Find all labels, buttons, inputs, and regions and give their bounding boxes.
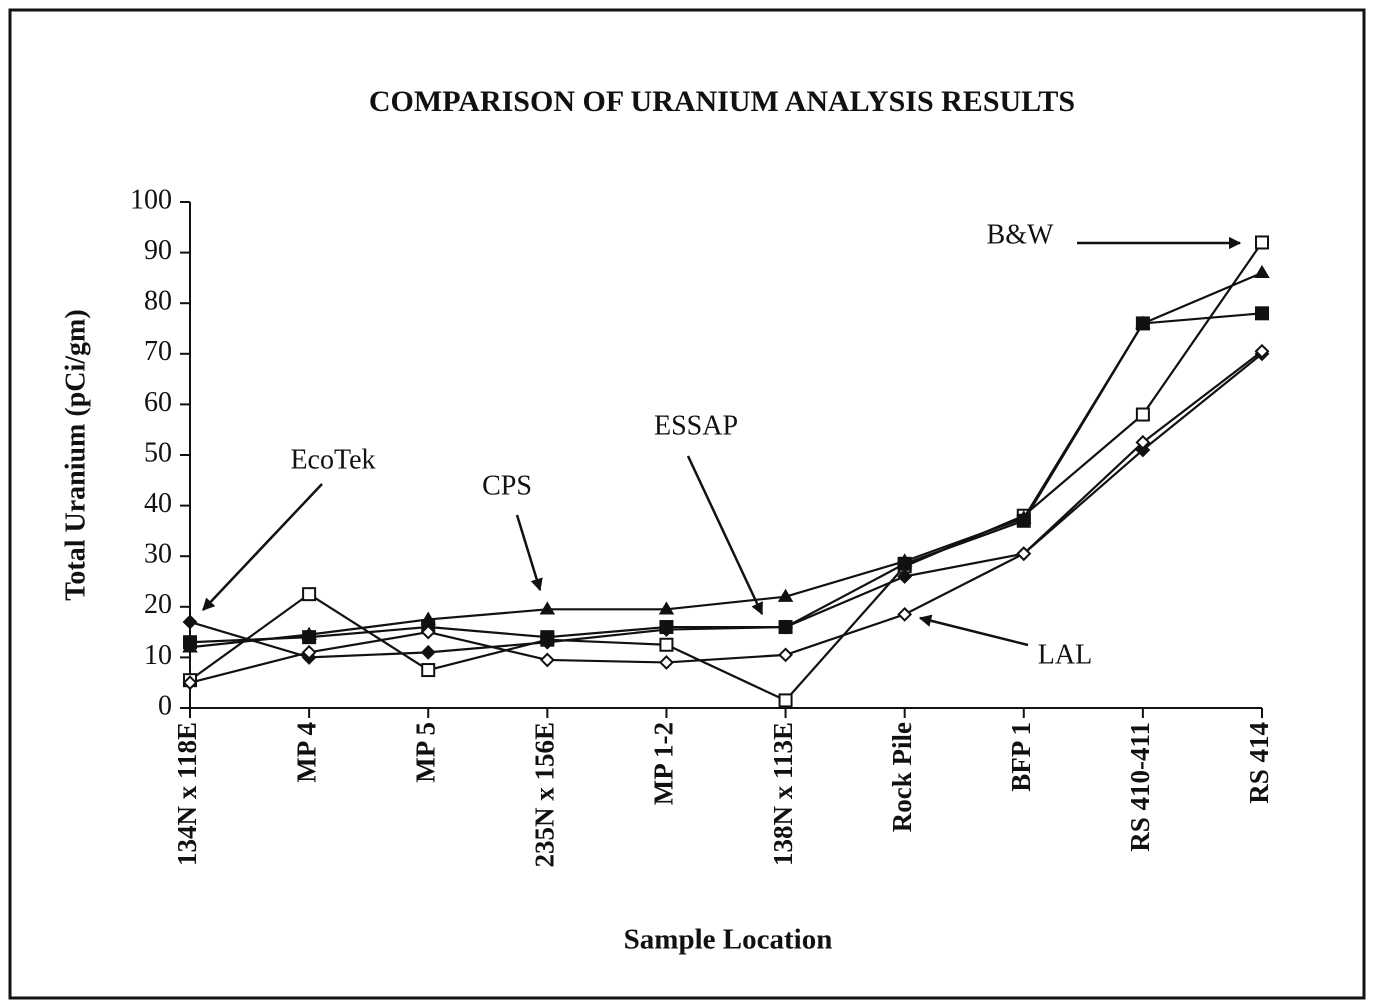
frame <box>8 8 1366 1000</box>
marker <box>659 637 674 652</box>
y-tick-label: 30 <box>144 539 172 570</box>
y-tick-label: 20 <box>144 589 172 620</box>
y-tick-label: 100 <box>130 184 172 215</box>
marker <box>1135 407 1150 422</box>
marker <box>1135 434 1151 450</box>
y-tick-label: 70 <box>144 336 172 367</box>
marker <box>1254 343 1270 359</box>
marker <box>301 644 317 660</box>
marker <box>1016 546 1032 562</box>
marker <box>302 587 317 602</box>
y-tick-label: 40 <box>144 488 172 519</box>
arrow <box>202 483 323 611</box>
marker <box>778 693 793 708</box>
x-tick-label: 235N x 156E <box>530 722 560 868</box>
marker <box>1255 306 1269 321</box>
y-tick-label: 0 <box>158 690 172 721</box>
marker <box>1135 315 1151 329</box>
marker <box>1016 510 1032 524</box>
marker <box>896 553 913 567</box>
x-tick-label: RS 410-411 <box>1125 722 1155 852</box>
x-tick-label: RS 414 <box>1244 722 1274 804</box>
arrow <box>686 455 764 616</box>
annotation-label: B&W <box>987 219 1054 250</box>
x-tick-label: MP 4 <box>291 722 321 783</box>
marker <box>420 624 436 640</box>
y-tick-label: 80 <box>144 286 172 317</box>
x-tick-label: BFP 1 <box>1006 722 1036 792</box>
annotation-label: LAL <box>1038 639 1092 670</box>
y-tick-label: 60 <box>144 387 172 418</box>
marker <box>1255 235 1269 250</box>
y-tick-label: 90 <box>144 235 172 266</box>
series-line <box>189 350 1263 684</box>
marker <box>778 619 793 635</box>
arrow <box>515 514 543 592</box>
marker <box>420 611 436 625</box>
marker <box>778 647 793 663</box>
x-tick-label: MP 1-2 <box>649 722 679 805</box>
series-line <box>189 312 1263 644</box>
series-line <box>189 352 1263 659</box>
arrow <box>918 614 1029 647</box>
annotations <box>202 236 1242 647</box>
marker <box>1254 264 1270 279</box>
marker <box>897 569 913 584</box>
marker <box>539 601 556 615</box>
marker <box>659 655 674 670</box>
marker <box>658 601 675 615</box>
marker <box>182 614 198 630</box>
marker <box>897 606 913 622</box>
series-line <box>189 271 1263 649</box>
x-tick-label: Rock Pile <box>887 722 917 832</box>
x-tick-label: 134N x 118E <box>172 722 202 866</box>
marker <box>777 588 794 602</box>
x-tick-label: MP 5 <box>410 722 440 783</box>
y-axis-label: Total Uranium (pCi/gm) <box>60 309 91 600</box>
marker <box>420 644 436 660</box>
marker <box>1135 442 1151 458</box>
marker <box>182 675 198 691</box>
marker <box>301 626 317 640</box>
annotation-label: CPS <box>482 470 532 501</box>
annotation-label: EcoTek <box>290 444 375 475</box>
x-tick-label: 138N x 113E <box>768 722 798 866</box>
annotation-label: ESSAP <box>654 410 738 441</box>
marker <box>659 622 674 637</box>
marker <box>421 663 436 678</box>
marker <box>539 634 555 650</box>
y-tick-label: 50 <box>144 437 172 468</box>
marker <box>182 639 198 653</box>
chart-title: COMPARISON OF URANIUM ANALYSIS RESULTS <box>369 85 1075 118</box>
x-axis-label: Sample Location <box>624 924 833 956</box>
y-tick-label: 10 <box>144 640 172 671</box>
marker <box>539 652 555 668</box>
